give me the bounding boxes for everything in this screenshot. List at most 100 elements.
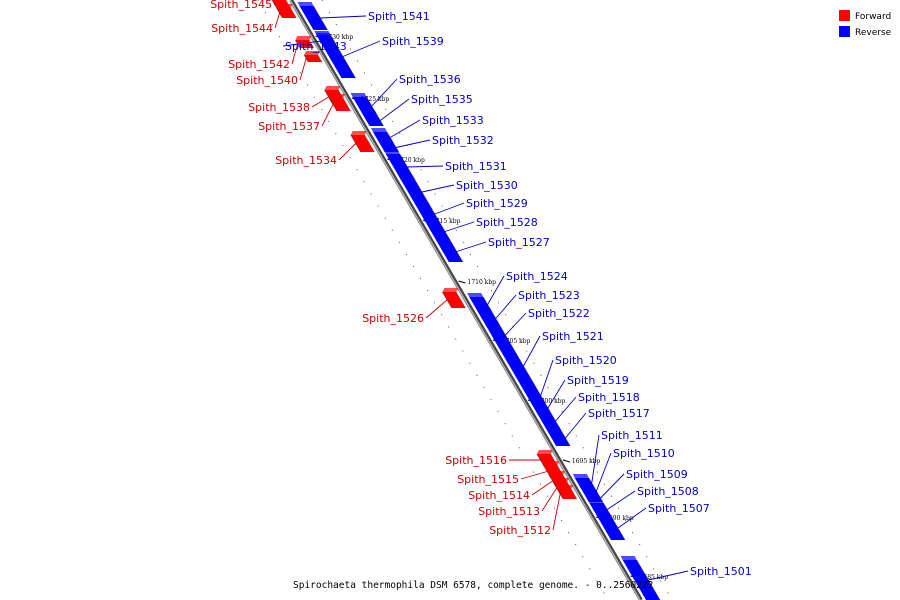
forward-gene-block[interactable] xyxy=(328,94,351,112)
legend-forward-swatch xyxy=(839,10,850,21)
genome-backbone xyxy=(289,0,643,600)
reverse-gene-label[interactable]: Spith_1523 xyxy=(518,289,580,302)
forward-gene-block[interactable] xyxy=(303,51,323,63)
forward-gene-block[interactable] xyxy=(556,485,578,500)
forward-gene-block[interactable] xyxy=(276,4,297,19)
forward-gene-label[interactable]: Spith_1545 xyxy=(210,0,272,11)
label-leader-line xyxy=(591,434,600,484)
label-leader-line xyxy=(487,275,505,305)
reverse-gene-block[interactable] xyxy=(397,174,431,207)
label-leader-line xyxy=(321,104,334,127)
reverse-gene-label[interactable]: Spith_1535 xyxy=(411,93,473,106)
reverse-gene-label[interactable]: Spith_1517 xyxy=(588,407,650,420)
tick-label: 1715 kbp xyxy=(432,218,461,225)
label-leader-line xyxy=(425,299,448,319)
tick-label: 1690 kbp xyxy=(605,515,634,522)
tick-label: 1730 kbp xyxy=(325,34,354,41)
legend-reverse-label: Reverse xyxy=(855,28,892,38)
forward-gene-block[interactable] xyxy=(441,288,466,309)
forward-gene-label[interactable]: Spith_1513 xyxy=(478,505,540,518)
forward-gene-label[interactable]: Spith_1526 xyxy=(362,312,424,325)
reverse-gene-label[interactable]: Spith_1510 xyxy=(613,447,675,460)
reverse-gene-label[interactable]: Spith_1539 xyxy=(382,35,444,48)
reverse-gene-block[interactable] xyxy=(620,556,661,600)
reverse-gene-label[interactable]: Spith_1509 xyxy=(626,468,688,481)
reverse-gene-block[interactable] xyxy=(361,111,384,127)
reverse-gene-label[interactable]: Spith_1531 xyxy=(445,160,507,173)
tick-label: 1725 kbp xyxy=(361,96,390,103)
tick-label: 1685 kbp xyxy=(640,574,669,581)
label-leader-line xyxy=(320,15,367,19)
label-leader-line xyxy=(648,570,689,581)
tick-label: 1700 kbp xyxy=(537,398,566,405)
label-leader-line xyxy=(547,379,566,409)
label-leader-line xyxy=(555,396,577,422)
genome-backbone-highlight xyxy=(289,0,641,600)
reverse-gene-label[interactable]: Spith_1527 xyxy=(488,236,550,249)
reverse-gene-block[interactable] xyxy=(434,237,464,263)
forward-gene-block[interactable] xyxy=(294,36,314,49)
reverse-gene-label[interactable]: Spith_1533 xyxy=(422,114,484,127)
forward-gene-label[interactable]: Spith_1512 xyxy=(489,524,551,537)
label-leader-line xyxy=(495,294,517,319)
label-leader-line xyxy=(273,3,276,6)
tick-label: 1710 kbp xyxy=(468,279,497,286)
label-leader-line xyxy=(338,143,357,161)
reverse-gene-label[interactable]: Spith_1543 xyxy=(285,40,347,53)
reverse-gene-label[interactable]: Spith_1532 xyxy=(432,134,494,147)
reverse-gene-label[interactable]: Spith_1522 xyxy=(528,307,590,320)
legend-forward-label: Forward xyxy=(855,12,891,22)
reverse-gene-label[interactable]: Spith_1519 xyxy=(567,374,629,387)
label-leader-line xyxy=(552,493,561,531)
forward-gene-label[interactable]: Spith_1538 xyxy=(248,101,310,114)
forward-gene-label[interactable]: Spith_1516 xyxy=(445,454,507,467)
label-leader-line xyxy=(389,119,421,138)
label-leader-line xyxy=(434,202,465,215)
label-leader-line xyxy=(371,78,398,107)
reverse-gene-label[interactable]: Spith_1530 xyxy=(456,179,518,192)
reverse-gene-label[interactable]: Spith_1528 xyxy=(476,216,538,229)
label-leader-line xyxy=(407,165,444,168)
forward-gene-label[interactable]: Spith_1514 xyxy=(468,489,530,502)
reverse-gene-block[interactable] xyxy=(595,512,626,541)
label-leader-line xyxy=(291,43,299,65)
reverse-gene-label[interactable]: Spith_1518 xyxy=(578,391,640,404)
reverse-gene-block[interactable] xyxy=(544,426,571,447)
reverse-gene-block[interactable] xyxy=(377,139,400,153)
forward-gene-label[interactable]: Spith_1515 xyxy=(457,473,519,486)
reverse-gene-label[interactable]: Spith_1501 xyxy=(690,565,752,578)
reverse-gene-label[interactable]: Spith_1521 xyxy=(542,330,604,343)
forward-gene-label[interactable]: Spith_1540 xyxy=(236,74,298,87)
reverse-gene-block[interactable] xyxy=(297,2,328,31)
label-leader-line xyxy=(342,40,381,57)
label-leader-line xyxy=(540,359,554,396)
tick-mark xyxy=(562,459,571,463)
legend-reverse-swatch xyxy=(839,26,850,37)
reverse-gene-label[interactable]: Spith_1520 xyxy=(555,354,617,367)
forward-gene-label[interactable]: Spith_1537 xyxy=(258,120,320,133)
forward-gene-label[interactable]: Spith_1544 xyxy=(211,22,273,35)
reverse-gene-label[interactable]: Spith_1541 xyxy=(368,10,430,23)
reverse-gene-block[interactable] xyxy=(314,31,356,79)
label-leader-line xyxy=(274,12,281,29)
forward-gene-block[interactable] xyxy=(350,131,375,153)
reverse-gene-label[interactable]: Spith_1524 xyxy=(506,270,568,283)
reverse-gene-label[interactable]: Spith_1529 xyxy=(466,197,528,210)
forward-gene-label[interactable]: Spith_1542 xyxy=(228,58,290,71)
forward-gene-label[interactable]: Spith_1534 xyxy=(275,154,337,167)
label-leader-line xyxy=(565,412,587,439)
reverse-gene-label[interactable]: Spith_1508 xyxy=(637,485,699,498)
reverse-gene-label[interactable]: Spith_1536 xyxy=(399,73,461,86)
label-leader-line xyxy=(595,452,612,492)
label-leader-line xyxy=(444,221,475,232)
reverse-gene-block[interactable] xyxy=(495,341,537,388)
tick-label: 1705 kbp xyxy=(502,338,531,345)
label-leader-line xyxy=(505,312,527,336)
label-leader-line xyxy=(523,335,541,367)
label-leader-line xyxy=(395,139,431,148)
label-leader-line xyxy=(541,487,558,512)
reverse-gene-label[interactable]: Spith_1511 xyxy=(601,429,663,442)
label-leader-line xyxy=(299,58,307,81)
reverse-gene-label[interactable]: Spith_1507 xyxy=(648,502,710,515)
